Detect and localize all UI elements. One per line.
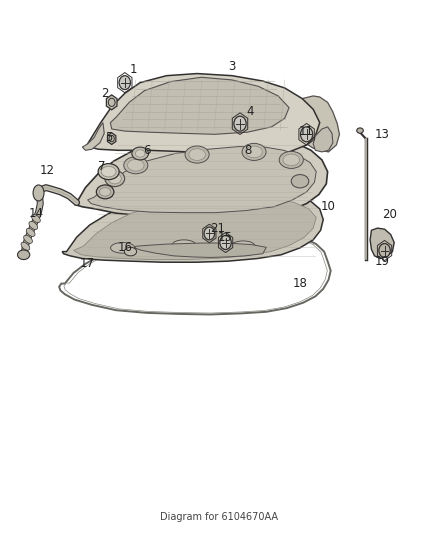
Ellipse shape	[357, 128, 364, 133]
Text: 20: 20	[382, 208, 397, 221]
Ellipse shape	[98, 164, 119, 180]
Ellipse shape	[33, 185, 44, 201]
Ellipse shape	[21, 242, 30, 251]
Text: 1: 1	[130, 63, 138, 76]
Text: 15: 15	[218, 231, 233, 244]
Text: 8: 8	[244, 144, 251, 157]
Ellipse shape	[124, 247, 137, 256]
Text: 18: 18	[293, 277, 307, 290]
Ellipse shape	[124, 157, 148, 174]
Text: 7: 7	[98, 160, 106, 173]
Ellipse shape	[291, 174, 309, 188]
Polygon shape	[62, 189, 323, 262]
Text: 19: 19	[374, 255, 389, 268]
Polygon shape	[110, 77, 289, 134]
Ellipse shape	[189, 149, 205, 160]
Ellipse shape	[101, 166, 116, 177]
Ellipse shape	[283, 154, 300, 166]
Ellipse shape	[110, 243, 135, 253]
Circle shape	[119, 76, 131, 90]
Text: 13: 13	[374, 128, 389, 141]
Text: 5: 5	[105, 131, 112, 144]
Ellipse shape	[127, 159, 144, 171]
Ellipse shape	[242, 143, 266, 160]
Polygon shape	[135, 243, 266, 257]
Ellipse shape	[32, 214, 40, 223]
Circle shape	[204, 227, 215, 240]
Text: 17: 17	[79, 257, 94, 270]
Ellipse shape	[132, 147, 148, 160]
Text: 10: 10	[320, 200, 335, 213]
Text: 21: 21	[211, 222, 226, 235]
Ellipse shape	[231, 241, 255, 252]
Ellipse shape	[135, 150, 145, 157]
Polygon shape	[88, 74, 320, 156]
Text: 12: 12	[40, 164, 55, 177]
Ellipse shape	[279, 151, 304, 168]
Ellipse shape	[99, 188, 111, 196]
Text: 14: 14	[28, 207, 43, 220]
Ellipse shape	[246, 146, 262, 158]
Text: 6: 6	[143, 144, 151, 157]
Text: 4: 4	[246, 106, 254, 118]
Ellipse shape	[185, 146, 209, 163]
Ellipse shape	[26, 228, 35, 237]
Text: 3: 3	[229, 60, 236, 73]
Ellipse shape	[18, 250, 30, 260]
Polygon shape	[88, 147, 316, 213]
Polygon shape	[82, 123, 104, 150]
Ellipse shape	[108, 173, 121, 184]
Ellipse shape	[96, 185, 114, 199]
Ellipse shape	[105, 171, 124, 187]
Polygon shape	[370, 228, 394, 259]
Circle shape	[379, 244, 390, 257]
Text: 2: 2	[101, 87, 109, 100]
Polygon shape	[107, 133, 116, 144]
Circle shape	[220, 236, 231, 249]
Text: 11: 11	[299, 125, 314, 138]
Polygon shape	[75, 134, 328, 217]
Polygon shape	[74, 196, 316, 260]
Text: Diagram for 6104670AA: Diagram for 6104670AA	[160, 512, 278, 522]
Polygon shape	[302, 96, 339, 152]
Polygon shape	[313, 127, 333, 152]
Circle shape	[300, 127, 313, 142]
Ellipse shape	[172, 240, 196, 251]
Ellipse shape	[24, 235, 32, 244]
Circle shape	[234, 116, 246, 131]
Polygon shape	[106, 95, 117, 110]
Ellipse shape	[29, 221, 38, 230]
Text: 16: 16	[118, 241, 133, 254]
